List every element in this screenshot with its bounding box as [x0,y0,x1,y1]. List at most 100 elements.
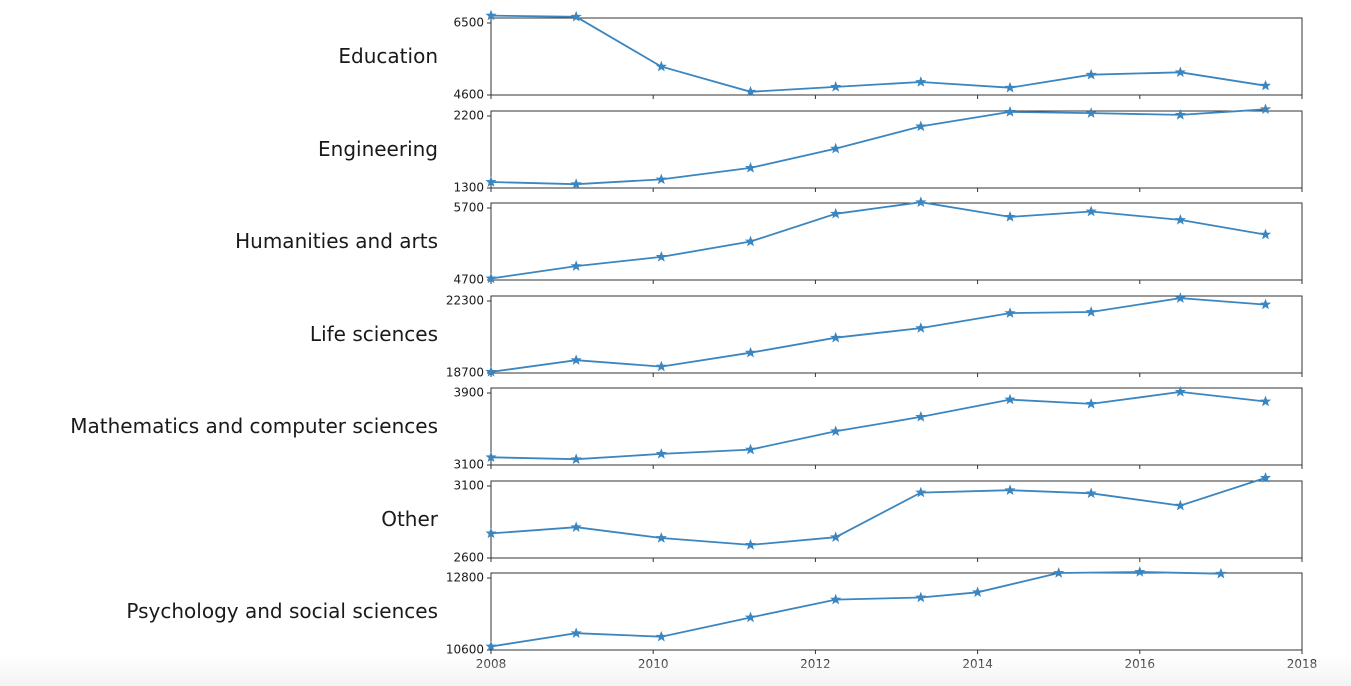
data-point [655,630,667,642]
y-tick-label: 6500 [453,16,484,30]
data-point [830,142,842,154]
data-point [1004,484,1016,495]
data-point [655,360,667,372]
panel-3: Life sciences 22300 18700 [310,292,1303,380]
data-point [1174,499,1186,511]
panel-frame [490,480,1303,559]
data-point [915,196,927,207]
data-point [972,586,984,597]
data-point [485,527,497,539]
data-point [485,366,497,377]
data-point [1174,66,1186,78]
data-point [1259,79,1272,91]
series-line [490,201,1266,280]
panel-6: Psychology and social sciences 12800 10600 [126,566,1303,657]
y-tick-label: 5700 [453,201,484,215]
panel-label: Mathematics and computer sciences [70,414,438,438]
panel-4: Mathematics and computer sciences 3900 310… [70,385,1303,472]
y-tick-label: 12800 [446,571,484,585]
series-line [490,477,1266,546]
data-point [570,453,582,464]
data-point [1215,567,1227,579]
series-line [490,297,1266,373]
data-point [1004,307,1016,318]
data-point [830,207,842,219]
data-point [1085,398,1097,409]
data-point [485,176,497,187]
data-point [1085,487,1097,499]
x-tick-label: 2010 [638,657,669,671]
data-point [830,331,842,343]
data-point [570,260,582,271]
data-point [1174,214,1186,225]
panel-label: Other [381,507,439,531]
data-point [1085,205,1097,217]
series-line [490,108,1266,186]
data-point [1174,292,1186,303]
data-point [1085,68,1097,80]
data-point [1134,566,1146,577]
data-point [915,486,927,498]
data-point [915,411,927,422]
y-tick-label: 4700 [453,273,484,287]
panel-label: Life sciences [310,322,438,346]
x-tick-label: 2018 [1287,657,1318,671]
panel-0: Education 6500 4600 [338,9,1303,102]
data-point [744,162,757,173]
data-point [1259,472,1272,483]
data-point [1259,395,1272,407]
data-point [744,235,757,247]
series-line [490,571,1221,648]
panel-label: Education [338,44,438,68]
data-point [744,85,757,97]
data-point [485,9,497,21]
data-point [1004,393,1016,405]
y-tick-label: 3100 [453,479,484,493]
panel-label: Humanities and arts [235,229,438,253]
data-point [830,531,842,542]
panel-2: Humanities and arts 5700 4700 [235,196,1303,287]
data-point [1259,103,1272,115]
data-point [570,178,582,189]
panel-frame [490,202,1303,281]
y-tick-label: 10600 [446,643,484,657]
y-tick-label: 3900 [453,386,484,400]
series-line [490,390,1266,461]
data-point [570,10,582,22]
data-point [915,591,927,603]
data-point [915,322,927,333]
x-tick-label: 2016 [1125,657,1156,671]
data-point [1174,108,1186,120]
panel-frame [490,387,1303,466]
panel-label: Engineering [318,137,438,161]
data-point [830,593,842,605]
data-point [830,81,842,92]
data-point [570,627,582,638]
data-point [570,521,582,532]
data-point [1174,385,1186,397]
data-point [915,120,927,132]
panel-frame [490,110,1303,189]
panel-frame [490,572,1303,651]
y-tick-label: 3100 [453,458,484,472]
y-tick-label: 2200 [453,109,484,123]
data-point [1085,107,1097,118]
x-tick-label: 2012 [800,657,831,671]
data-point [485,451,497,463]
y-tick-label: 22300 [446,294,484,308]
panel-frame [490,295,1303,374]
panel-frame [490,17,1303,96]
data-point [655,532,667,543]
y-tick-label: 1300 [453,181,484,195]
data-point [830,425,842,437]
data-point [655,448,667,459]
x-tick-label: 2014 [962,657,993,671]
data-point [485,640,497,652]
y-tick-label: 18700 [446,366,484,380]
panel-1: Engineering 2200 1300 [318,103,1303,195]
data-point [744,611,757,623]
data-point [744,443,757,455]
series-line [490,14,1266,93]
y-tick-label: 4600 [453,88,484,102]
